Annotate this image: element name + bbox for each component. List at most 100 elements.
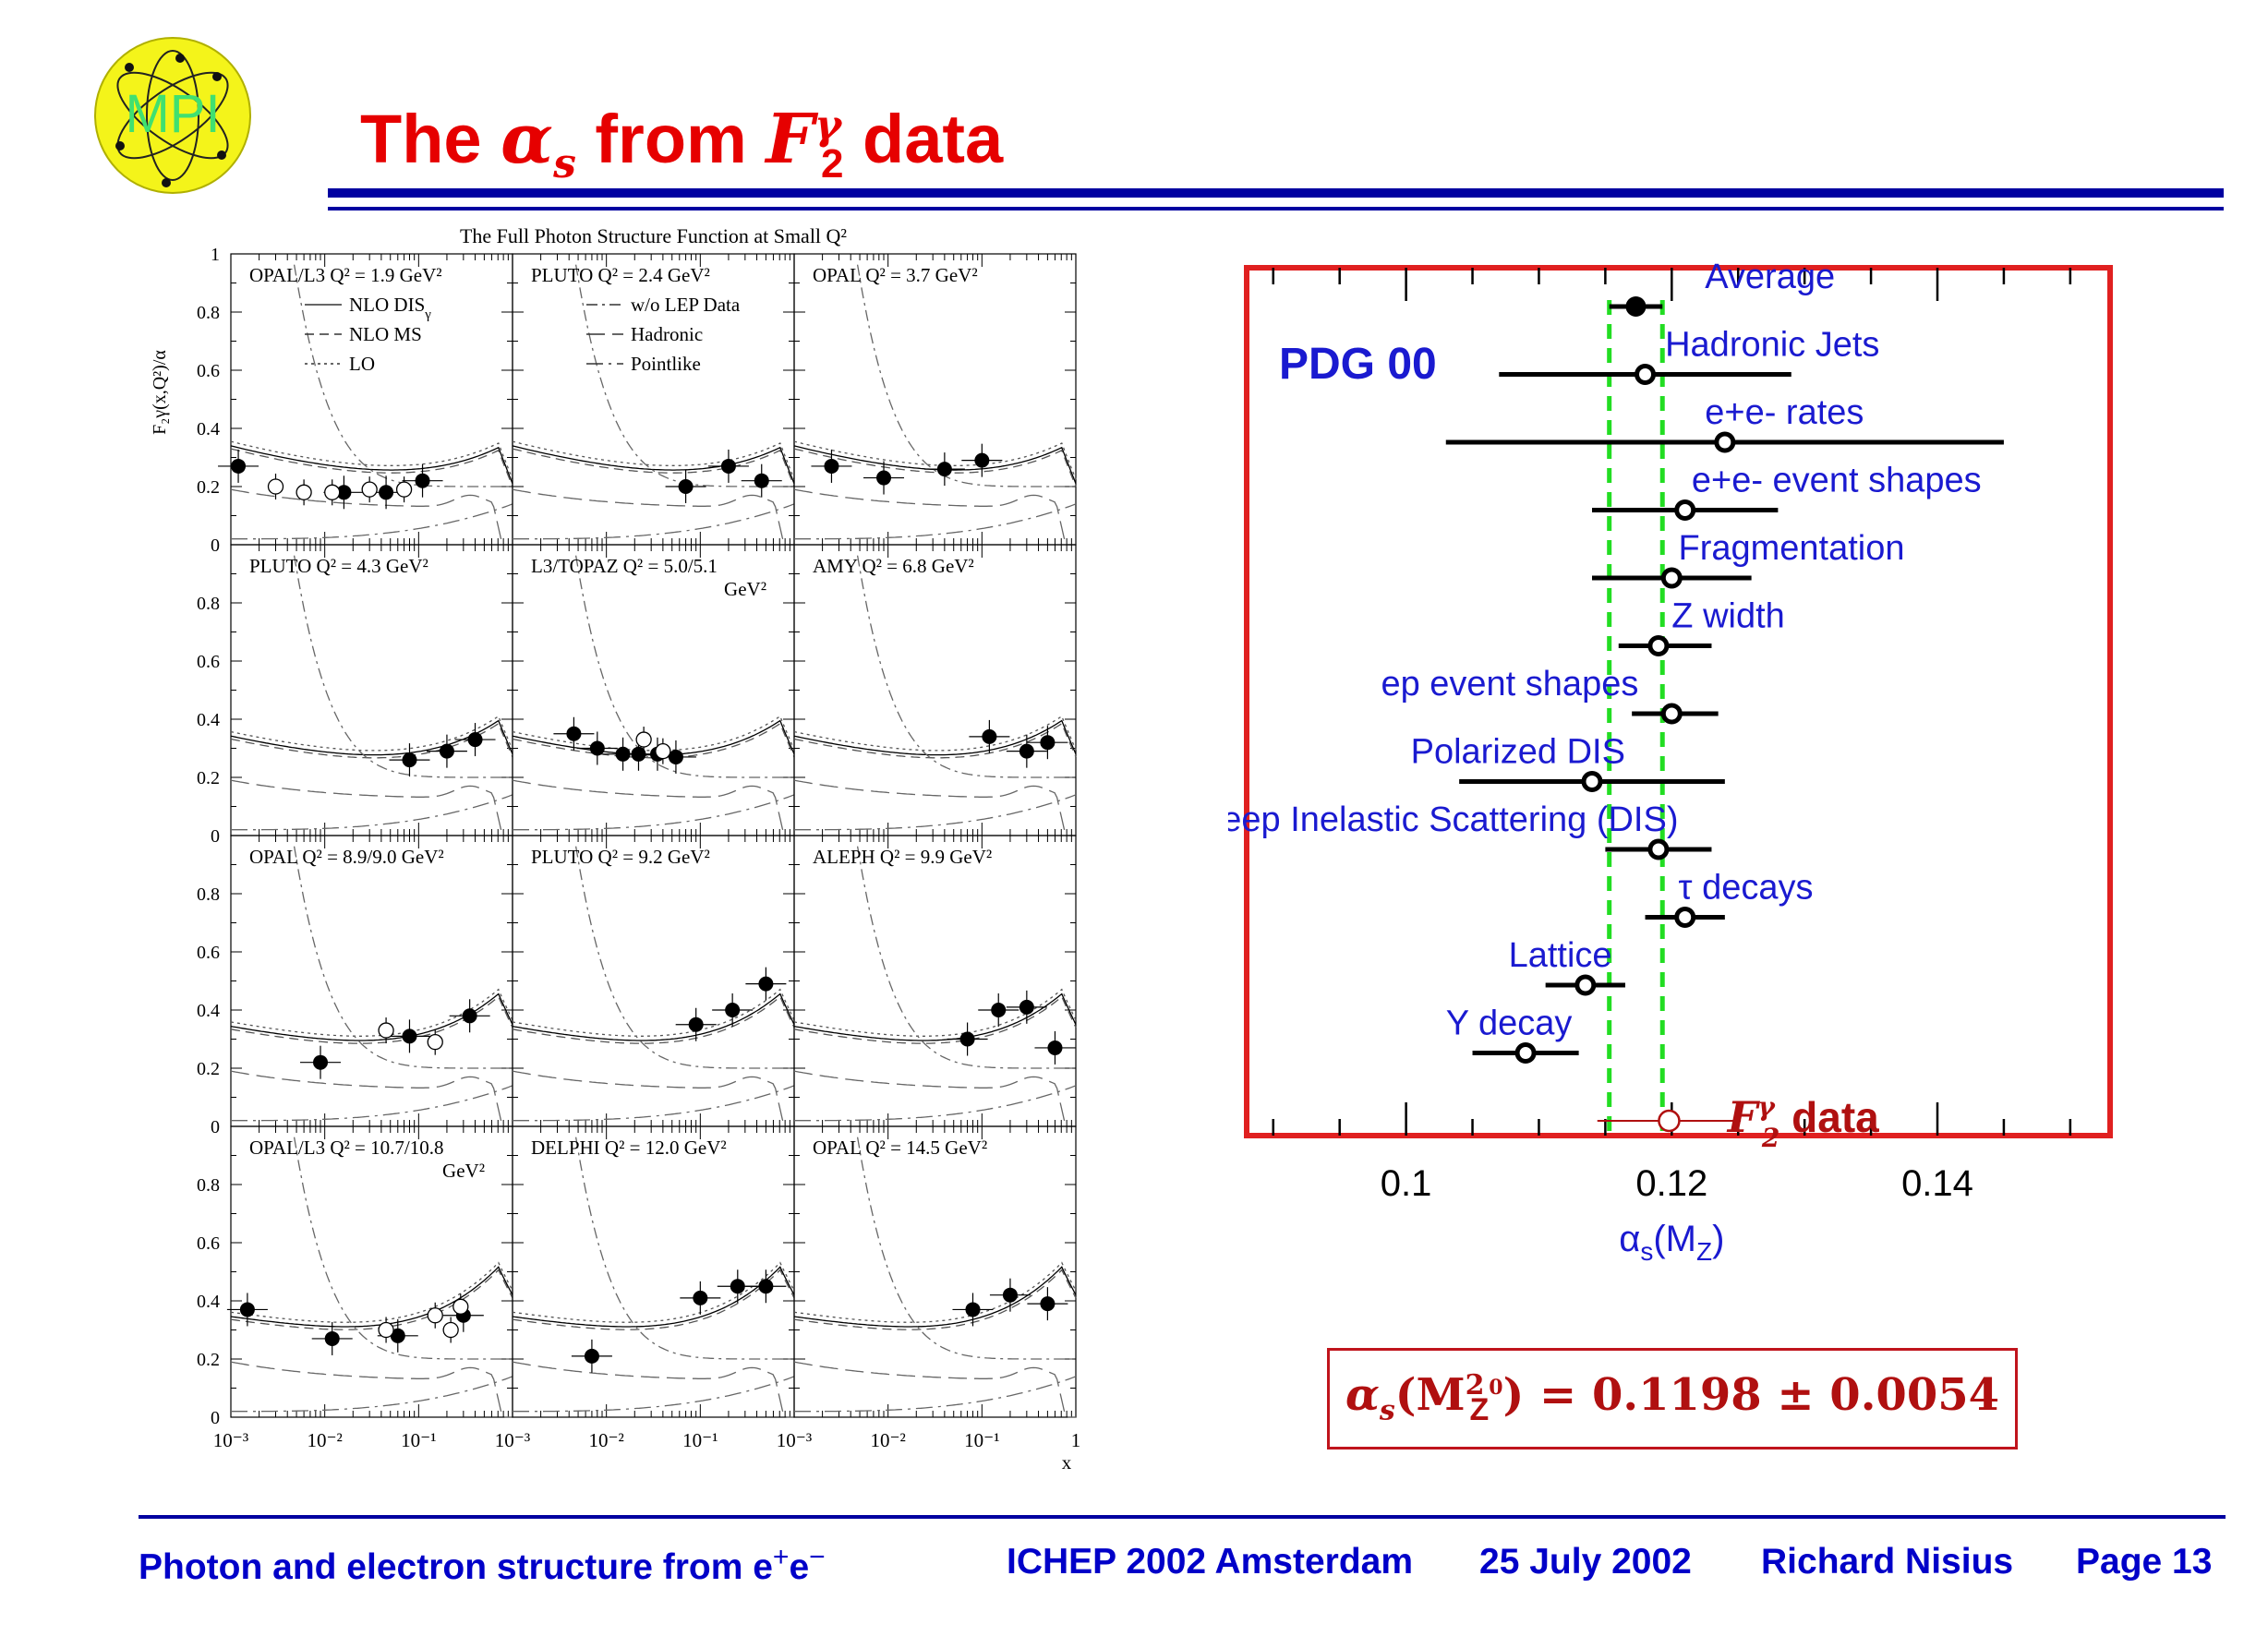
panel-label: ALEPH Q² = 9.9 GeV² — [813, 846, 992, 868]
data-point — [467, 732, 483, 748]
legend-label-sub: γ — [424, 307, 431, 322]
footer-conference: ICHEP 2002 Amsterdam — [1007, 1542, 1414, 1582]
theory-curve — [793, 992, 1077, 1041]
x-axis-label-sub: s — [1640, 1237, 1653, 1265]
theory-curve — [231, 1085, 513, 1122]
theory-curve — [230, 448, 513, 487]
title-rule-thin — [328, 207, 2224, 211]
panel-12: OPAL Q² = 14.5 GeV² 10⁻³ 10⁻² 10⁻¹ 1 — [777, 1125, 1081, 1451]
theory-curve — [230, 722, 513, 759]
measurement-marker — [1635, 364, 1657, 385]
summary-row-6: Z width — [1618, 597, 1785, 656]
measurement-marker — [1514, 1042, 1537, 1064]
result-box: αs(M2Z0) = 0.1198 ± 0.0054 — [1327, 1348, 2018, 1450]
summary-row-1: Average — [1609, 259, 1835, 317]
footer-rule — [139, 1515, 2226, 1519]
y-tick-label: 0.6 — [197, 652, 220, 672]
alpha-s-summary-chart: 0.1 0.12 0.14 αs(MZ) PDG 00 Average Hadronic J… — [1228, 259, 2113, 1265]
theory-curve — [856, 264, 1076, 487]
summary-row-8: Polarized DIS — [1411, 733, 1725, 792]
data-point — [313, 1054, 329, 1070]
y-tick-label: 0 — [211, 826, 220, 847]
measurement-label: Hadronic Jets — [1665, 326, 1879, 365]
theory-curve — [512, 1261, 795, 1323]
data-point — [1040, 735, 1056, 751]
panel-frame — [512, 1125, 795, 1418]
theory-curve — [793, 1361, 1076, 1418]
data-point-open — [378, 1022, 394, 1039]
data-point — [982, 728, 997, 744]
measurement-label: e+e- event shapes — [1692, 462, 1982, 500]
panel-9: ALEPH Q² = 9.9 GeV² — [793, 835, 1077, 1127]
panel-11: DELPHI Q² = 12.0 GeV² 10⁻³ 10⁻² 10⁻¹ — [495, 1125, 795, 1451]
x-tick-label: 10⁻¹ — [401, 1429, 436, 1451]
summary-row-11: Lattice — [1509, 936, 1625, 996]
theory-curve — [574, 1137, 794, 1360]
theory-curve — [512, 440, 795, 480]
summary-row-9: Deep Inelastic Scattering (DIS) — [1228, 800, 1712, 860]
panel-7: OPAL Q² = 8.9/9.0 GeV² 0 0.2 0.4 0.6 0.8 — [197, 835, 513, 1137]
theory-curve — [512, 1266, 795, 1328]
measurement-label: Z width — [1671, 597, 1784, 636]
theory-curve — [793, 488, 1076, 546]
theory-curve — [512, 445, 795, 485]
data-point — [991, 1003, 1007, 1017]
panel-label: AMY Q² = 6.8 GeV² — [813, 555, 974, 577]
data-point-open — [324, 484, 341, 500]
summary-row-2: Hadronic Jets — [1499, 326, 1879, 385]
theory-curve — [512, 448, 795, 487]
panel-label: DELPHI Q² = 12.0 GeV² — [531, 1137, 727, 1159]
x-axis-label: αs(MZ) — [1619, 1219, 1724, 1265]
measurement-label: Average — [1705, 259, 1835, 296]
y-tick-label: 0.8 — [197, 884, 220, 905]
theory-curve — [513, 794, 795, 831]
x-tick-label: 10⁻² — [307, 1429, 342, 1451]
data-point — [730, 1279, 745, 1294]
data-point — [439, 743, 454, 759]
footer-page-number: Page 13 — [2076, 1542, 2213, 1582]
data-point-open — [378, 1321, 394, 1339]
x-tick-label: 1 — [1071, 1429, 1081, 1451]
theory-curve — [512, 988, 795, 1037]
summary-row-3: e+e- rates — [1445, 393, 2004, 453]
data-point — [324, 1330, 340, 1346]
legend-label: Hadronic — [631, 323, 703, 345]
data-point-open — [427, 1034, 443, 1051]
y-tick-label: 0.8 — [197, 303, 220, 323]
measurement-label: Υ decay — [1446, 1004, 1573, 1043]
summary-row-12: Υ decay — [1446, 1004, 1579, 1064]
y-tick-label: 0 — [211, 1117, 220, 1137]
measurement-label: ep event shapes — [1381, 665, 1638, 704]
x-axis-label-psub: Z — [1696, 1237, 1712, 1265]
measurement-marker — [1660, 567, 1683, 589]
data-point-open — [655, 743, 671, 760]
label-sup: γ — [1757, 1091, 1776, 1122]
data-point — [720, 458, 736, 474]
data-point — [415, 473, 430, 488]
panel-frame — [793, 253, 1077, 546]
theory-curve — [793, 1269, 1077, 1330]
theory-curve — [512, 1269, 795, 1330]
theory-curve — [230, 779, 513, 836]
theory-curve — [794, 1085, 1077, 1122]
panel-label: PLUTO Q² = 9.2 GeV² — [531, 846, 710, 868]
data-point — [1047, 1040, 1063, 1055]
summary-row-5: Fragmentation — [1592, 529, 1905, 589]
label-sub: 2 — [1761, 1123, 1779, 1153]
theory-curve — [230, 1266, 513, 1328]
y-tick-label: 0.8 — [197, 1175, 220, 1196]
theory-curve — [230, 1261, 513, 1323]
theory-curve — [793, 715, 1077, 752]
legend-label: w/o LEP Data — [631, 294, 741, 316]
y-tick-label: 0.2 — [197, 1059, 220, 1079]
panel-label: L3/TOPAZ Q² = 5.0/5.1 — [531, 555, 718, 577]
theory-curve — [512, 488, 794, 546]
y-tick-label: 1 — [211, 245, 220, 265]
measurement-label: Deep Inelastic Scattering (DIS) — [1228, 800, 1679, 839]
theory-curve — [793, 779, 1076, 836]
panel-label: PLUTO Q² = 2.4 GeV² — [531, 264, 710, 286]
theory-curve — [856, 555, 1076, 778]
theory-curve — [793, 719, 1077, 756]
panel-8: PLUTO Q² = 9.2 GeV² — [512, 835, 795, 1127]
